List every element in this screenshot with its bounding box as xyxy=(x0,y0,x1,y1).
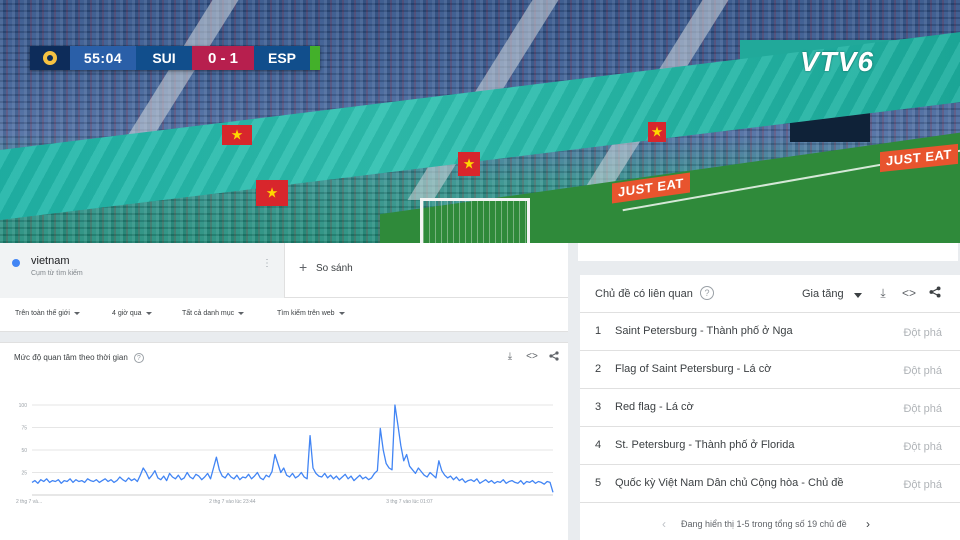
scoreboard: 55:04 SUI 0 - 1 ESP xyxy=(30,46,320,70)
plus-icon: + xyxy=(299,259,308,275)
row-rank: 4 xyxy=(595,439,602,451)
y-tick-label: 100 xyxy=(19,403,28,409)
chevron-down-icon[interactable] xyxy=(854,293,862,298)
row-rank: 5 xyxy=(595,477,602,489)
search-term-chip[interactable]: vietnam Cụm từ tìm kiếm ⋮ xyxy=(0,243,285,298)
filter-region-label: Trên toàn thế giới xyxy=(15,310,70,317)
x-tick-label: 3 thg 7 vào lúc 01:07 xyxy=(386,499,433,505)
share-icon[interactable] xyxy=(928,286,942,301)
filters-bar: Trên toàn thế giới 4 giờ qua Tất cả danh… xyxy=(0,298,568,332)
x-tick-label: 2 thg 7 và... xyxy=(16,499,42,505)
compare-button[interactable]: + So sánh xyxy=(285,243,568,297)
filter-time[interactable]: 4 giờ qua xyxy=(112,310,152,317)
related-topic-row[interactable]: 5 Quốc kỳ Việt Nam Dân chủ Cộng hòa - Ch… xyxy=(580,465,960,503)
scoreboard-accent xyxy=(310,46,320,70)
y-tick-label: 75 xyxy=(21,426,27,432)
match-clock: 55:04 xyxy=(70,46,136,70)
series-line-vietnam[interactable] xyxy=(31,404,554,493)
vietnam-flag xyxy=(256,180,288,206)
interest-line-chart: 25 50 75 100 2 thg 7 và... 2 thg 7 vào lúc 23… xyxy=(16,403,554,505)
y-tick-label: 25 xyxy=(21,471,27,477)
vietnam-flag xyxy=(648,122,666,142)
tournament-logo-icon xyxy=(30,46,70,70)
filter-category-label: Tất cả danh mục xyxy=(182,310,235,317)
home-team: SUI xyxy=(136,46,192,70)
chart-toolbar: ⤓ <> xyxy=(504,351,560,364)
breakout-badge: Đột phá xyxy=(903,365,942,377)
chart-title-text: Mức độ quan tâm theo thời gian xyxy=(14,353,128,363)
related-topics-card: Chủ đề có liên quan ? Gia tăng ⤓ <> 1 Sa… xyxy=(580,275,960,540)
search-term-label: vietnam xyxy=(31,255,70,267)
breakout-badge: Đột phá xyxy=(903,441,942,453)
related-topic-label[interactable]: Quốc kỳ Việt Nam Dân chủ Cộng hòa - Chủ … xyxy=(615,477,844,489)
interest-over-time-card: Mức độ quan tâm theo thời gian? ⤓ <> 25 5… xyxy=(0,342,568,540)
channel-logo-text: VTV6 xyxy=(800,46,875,77)
chevron-down-icon xyxy=(73,311,80,315)
related-topic-row[interactable]: 4 St. Petersburg - Thành phố ở Florida Đ… xyxy=(580,427,960,465)
related-toolbar: ⤓ <> xyxy=(876,286,942,301)
related-topic-row[interactable]: 1 Saint Petersburg - Thành phố ở Nga Đột… xyxy=(580,313,960,351)
chevron-right-icon[interactable]: › xyxy=(866,517,870,531)
row-rank: 1 xyxy=(595,325,602,337)
chevron-down-icon xyxy=(338,311,345,315)
search-term-type: Cụm từ tìm kiếm xyxy=(31,270,83,277)
related-topics-header: Chủ đề có liên quan ? Gia tăng ⤓ <> xyxy=(580,275,960,313)
filter-region[interactable]: Trên toàn thế giới xyxy=(15,310,80,317)
broadcast-video: JUST EAT JUST EAT 55:04 SUI 0 - 1 ESP VT… xyxy=(0,0,960,243)
search-terms-bar: vietnam Cụm từ tìm kiếm ⋮ + So sánh xyxy=(0,243,568,298)
match-score: 0 - 1 xyxy=(192,46,254,70)
more-options-icon[interactable]: ⋮ xyxy=(262,258,272,269)
away-team: ESP xyxy=(254,46,310,70)
breakout-badge: Đột phá xyxy=(903,327,942,339)
share-icon[interactable] xyxy=(548,351,560,364)
help-icon[interactable]: ? xyxy=(700,286,714,300)
series-color-dot xyxy=(12,259,20,267)
vietnam-flag xyxy=(222,125,252,145)
compare-label: So sánh xyxy=(316,263,353,274)
sort-select[interactable]: Gia tăng xyxy=(802,288,844,300)
related-topic-label[interactable]: Saint Petersburg - Thành phố ở Nga xyxy=(615,325,793,337)
vietnam-flag xyxy=(458,152,480,176)
filter-property[interactable]: Tìm kiếm trên web xyxy=(277,310,345,317)
related-topic-label[interactable]: Red flag - Lá cờ xyxy=(615,401,694,413)
related-topics-title: Chủ đề có liên quan xyxy=(595,288,693,300)
chart-title: Mức độ quan tâm theo thời gian? xyxy=(14,353,144,363)
related-topic-row[interactable]: 2 Flag of Saint Petersburg - Lá cờ Đột p… xyxy=(580,351,960,389)
goal-net xyxy=(420,198,530,243)
related-topic-row[interactable]: 3 Red flag - Lá cờ Đột phá xyxy=(580,389,960,427)
panel-edge xyxy=(578,243,958,261)
embed-icon[interactable]: <> xyxy=(902,286,917,300)
help-icon[interactable]: ? xyxy=(133,353,144,363)
embed-icon[interactable]: <> xyxy=(526,351,538,362)
download-icon[interactable]: ⤓ xyxy=(507,351,513,362)
channel-logo: VTV6 xyxy=(800,46,874,78)
chevron-down-icon xyxy=(238,311,245,315)
related-topic-label[interactable]: St. Petersburg - Thành phố ở Florida xyxy=(615,439,795,451)
pagination-text: Đang hiển thị 1-5 trong tổng số 19 chủ đ… xyxy=(681,519,847,529)
related-topic-label[interactable]: Flag of Saint Petersburg - Lá cờ xyxy=(615,363,772,375)
pagination: ‹ Đang hiển thị 1-5 trong tổng số 19 chủ… xyxy=(580,511,960,539)
breakout-badge: Đột phá xyxy=(903,403,942,415)
x-tick-label: 2 thg 7 vào lúc 23:44 xyxy=(209,499,256,505)
chevron-down-icon xyxy=(145,311,152,315)
filter-property-label: Tìm kiếm trên web xyxy=(277,310,335,317)
download-icon[interactable]: ⤓ xyxy=(880,286,886,300)
filter-time-label: 4 giờ qua xyxy=(112,310,142,317)
y-tick-label: 50 xyxy=(21,448,27,454)
row-rank: 3 xyxy=(595,401,602,413)
filter-category[interactable]: Tất cả danh mục xyxy=(182,310,245,317)
breakout-badge: Đột phá xyxy=(903,479,942,491)
row-rank: 2 xyxy=(595,363,602,375)
chevron-left-icon[interactable]: ‹ xyxy=(662,517,666,531)
